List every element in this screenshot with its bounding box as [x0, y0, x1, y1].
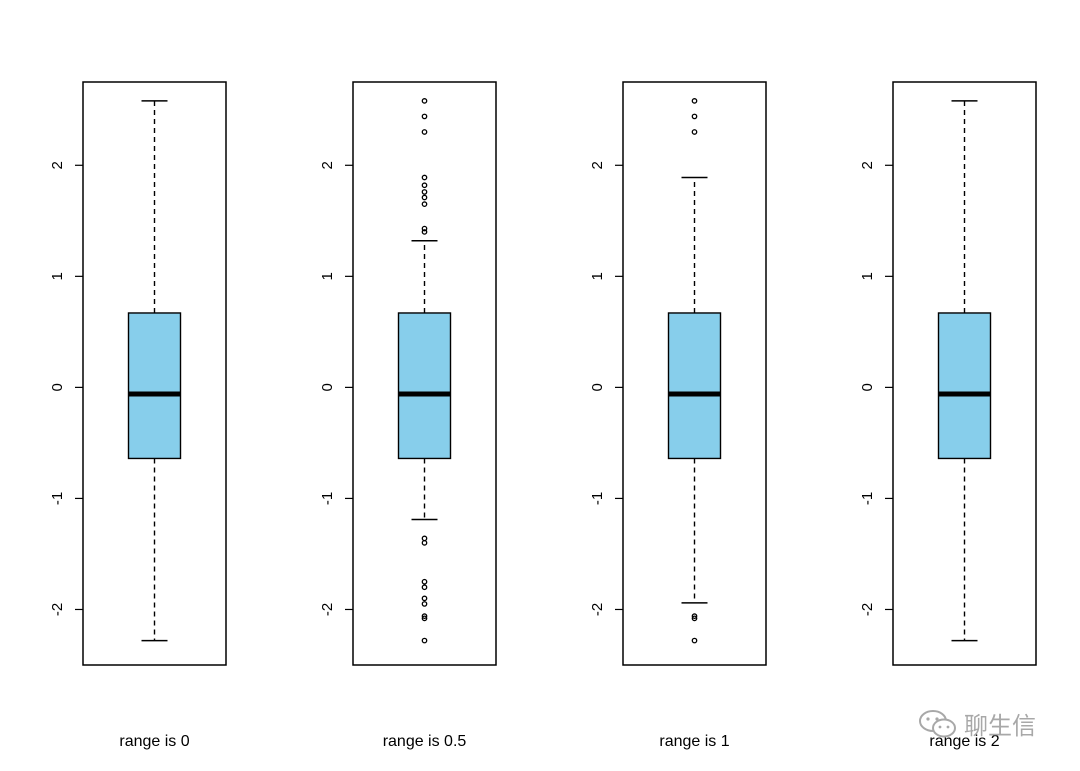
- outlier-point: [691, 129, 698, 135]
- y-tick-label: 0: [49, 383, 66, 391]
- watermark-text: 聊生信: [964, 712, 1036, 740]
- y-tick-label: 2: [49, 161, 66, 169]
- outlier-point: [421, 129, 428, 135]
- outlier-point: [421, 201, 428, 208]
- outlier-point: [691, 615, 698, 622]
- outlier-point: [421, 189, 428, 195]
- watermark: 聊生信: [918, 706, 1036, 741]
- outlier-point: [421, 225, 428, 232]
- x-axis-label: range is 0: [119, 733, 189, 750]
- iqr-box: [667, 312, 722, 460]
- y-tick-label: -1: [859, 492, 876, 505]
- y-tick-label: -1: [49, 492, 66, 505]
- outlier-point: [691, 637, 698, 644]
- y-tick-label: 1: [589, 272, 606, 280]
- outlier-point: [421, 229, 428, 235]
- outlier-point: [421, 595, 428, 602]
- y-tick-label: -2: [49, 603, 66, 616]
- outlier-point: [421, 613, 428, 619]
- outlier-point: [421, 578, 428, 585]
- panel-frame: [352, 81, 497, 666]
- wechat-icon: [919, 709, 956, 737]
- x-axis-label: range is 0.5: [383, 733, 467, 750]
- outlier-point: [691, 113, 698, 120]
- outlier-point: [421, 113, 428, 120]
- panel-frame: [622, 81, 767, 666]
- outlier-point: [421, 174, 428, 181]
- y-tick-label: 1: [319, 272, 336, 280]
- iqr-box: [397, 312, 452, 460]
- outlier-point: [691, 98, 698, 104]
- x-axis-label: range is 1: [659, 733, 729, 750]
- y-tick-label: -1: [319, 492, 336, 505]
- y-tick-label: -2: [589, 603, 606, 616]
- y-tick-label: 2: [589, 161, 606, 169]
- y-tick-label: 1: [859, 272, 876, 280]
- boxplot-panel-3: -2 -1 0 1 2 range is 1: [589, 81, 767, 750]
- y-tick-label: -1: [589, 492, 606, 505]
- y-tick-label: 0: [319, 383, 336, 391]
- boxplot-panel-1: -2 -1 0 1 2 range is 0: [49, 81, 227, 750]
- y-tick-label: 0: [589, 383, 606, 391]
- outlier-point: [421, 615, 428, 622]
- y-tick-label: -2: [319, 603, 336, 616]
- outlier-point: [421, 601, 428, 607]
- outlier-point: [421, 535, 428, 542]
- y-tick-label: 0: [859, 383, 876, 391]
- panel-frame: [82, 81, 227, 666]
- iqr-box: [937, 312, 992, 460]
- y-tick-label: 1: [49, 272, 66, 280]
- outlier-point: [421, 637, 428, 644]
- y-tick-label: -2: [859, 603, 876, 616]
- outlier-point: [421, 539, 428, 546]
- x-axis-label: range is 2: [929, 733, 999, 750]
- boxplot-panel-4: -2 -1 0 1 2 range is 2: [859, 81, 1037, 750]
- panel-frame: [892, 81, 1037, 666]
- iqr-box: [127, 312, 182, 460]
- outlier-point: [691, 613, 698, 619]
- outlier-point: [421, 98, 428, 104]
- boxplot-panel-2: -2 -1 0 1 2 range is 0.5: [319, 81, 497, 750]
- outlier-point: [421, 584, 428, 591]
- outlier-point: [421, 194, 428, 201]
- outlier-point: [421, 182, 428, 189]
- y-tick-label: 2: [319, 161, 336, 169]
- y-tick-label: 2: [859, 161, 876, 169]
